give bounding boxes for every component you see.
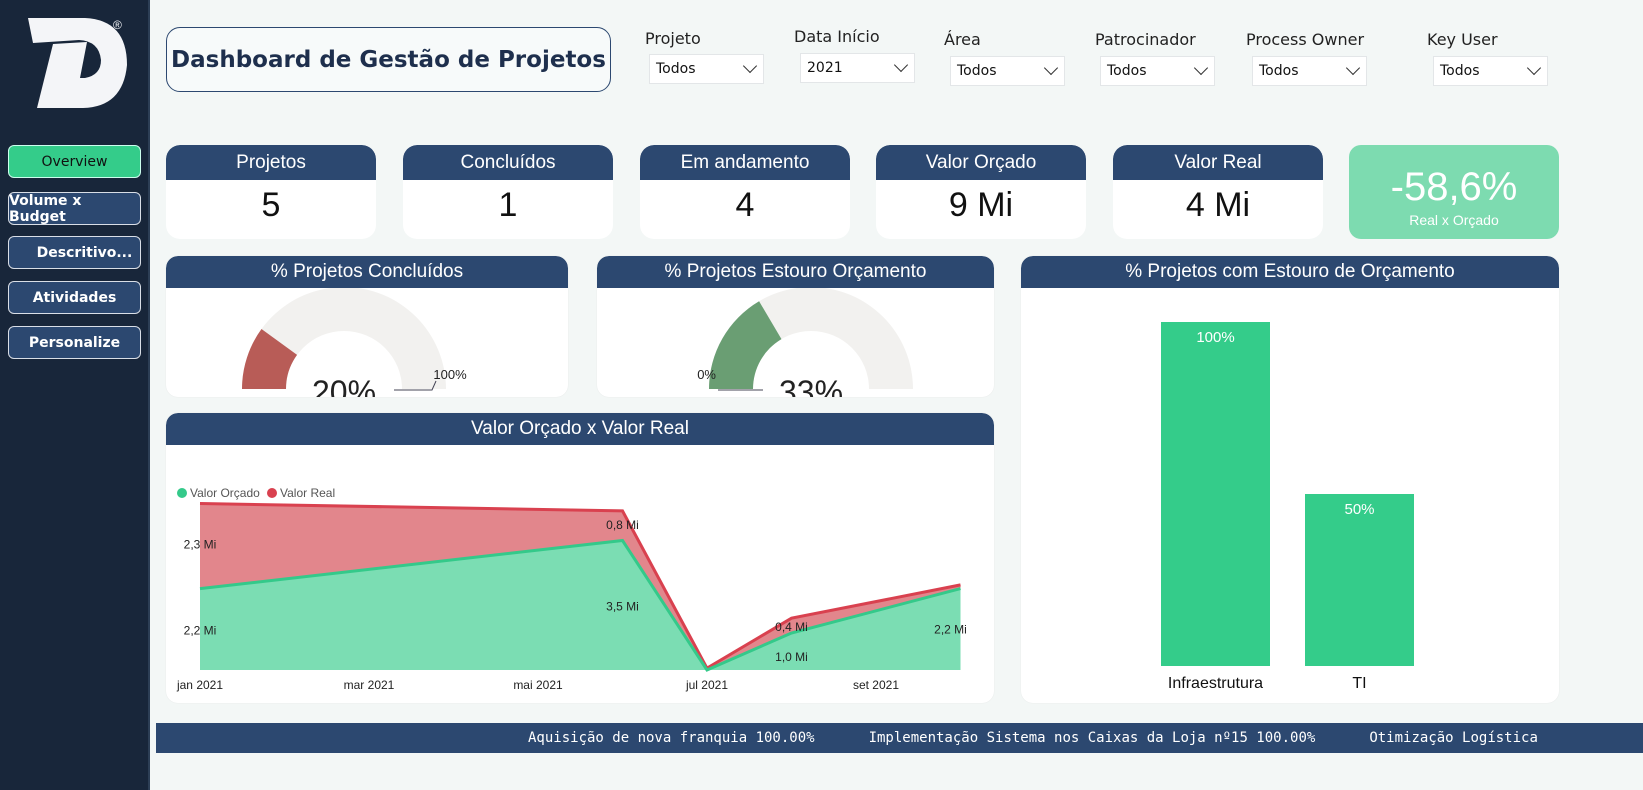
filter-label: Patrocinador bbox=[1095, 30, 1196, 49]
gauge-value: 20% bbox=[312, 374, 376, 397]
area-chart: Valor Orçado Valor Real 2,2 Mi 3,5 Mi 1,0 Mi… bbox=[176, 486, 967, 692]
x-tick-label: mar 2021 bbox=[344, 678, 395, 692]
logo: ® bbox=[28, 18, 127, 108]
ticker: Aquisição de nova franquia 100.00% Imple… bbox=[156, 723, 1643, 753]
kpi-label: Valor Orçado bbox=[876, 145, 1086, 180]
filter-dropdown[interactable]: Todos bbox=[1100, 56, 1215, 86]
filter-value: Todos bbox=[1107, 63, 1147, 79]
gauge-concluidos: 20% 100% bbox=[242, 287, 467, 397]
category-label: Infraestrutura bbox=[1168, 675, 1263, 692]
gauge-track bbox=[242, 287, 446, 389]
gauge-fill bbox=[709, 301, 782, 389]
data-label: 0,4 Mi bbox=[775, 620, 808, 634]
gauge-value: 33% bbox=[779, 374, 843, 397]
chevron-down-icon bbox=[893, 57, 909, 73]
card-title: Valor Orçado x Valor Real bbox=[166, 413, 994, 445]
filter-dropdown[interactable]: Todos bbox=[649, 54, 764, 84]
data-label: 0,8 Mi bbox=[606, 518, 639, 532]
variance-value: -58,6% bbox=[1390, 165, 1518, 209]
data-label: 3,5 Mi bbox=[606, 600, 639, 614]
nav-descritivo[interactable]: Descritivo... bbox=[8, 236, 141, 269]
kpi-value: 4 Mi bbox=[1185, 186, 1251, 224]
kpi-label: Concluídos bbox=[403, 145, 613, 180]
filter-value: Todos bbox=[656, 61, 696, 77]
data-label: 2,2 Mi bbox=[184, 624, 217, 638]
filter-value: Todos bbox=[1440, 63, 1480, 79]
nav-atividades[interactable]: Atividades bbox=[8, 281, 141, 314]
variance-card: -58,6% Real x Orçado bbox=[1349, 145, 1559, 239]
kpi-label: Projetos bbox=[166, 145, 376, 180]
ticker-item: Implementação Sistema nos Caixas da Loja… bbox=[868, 730, 1316, 746]
gauge-min-label: 0% bbox=[697, 367, 716, 382]
x-tick-label: set 2021 bbox=[853, 678, 899, 692]
bar-label: 50% bbox=[1344, 501, 1374, 518]
kpi-value: 5 bbox=[261, 186, 281, 224]
card-title: % Projetos com Estouro de Orçamento bbox=[1021, 256, 1559, 288]
kpi-concluidos: Concluídos 1 bbox=[403, 145, 613, 239]
chevron-down-icon bbox=[1526, 60, 1542, 76]
filter-dropdown[interactable]: Todos bbox=[950, 56, 1065, 86]
gauge-fill bbox=[242, 329, 298, 389]
x-tick-label: jan 2021 bbox=[176, 678, 223, 692]
chevron-down-icon bbox=[1043, 60, 1059, 76]
gauge-estouro: 33% 0% bbox=[697, 287, 913, 397]
bar bbox=[1161, 322, 1270, 666]
card-title: % Projetos Estouro Orçamento bbox=[597, 256, 994, 288]
x-tick-label: jul 2021 bbox=[685, 678, 728, 692]
gauge-max-marker bbox=[394, 380, 437, 391]
filter-label: Projeto bbox=[645, 29, 701, 48]
kpi-value: 4 bbox=[735, 186, 755, 224]
bar-label: 100% bbox=[1196, 329, 1234, 346]
filter-dropdown[interactable]: Todos bbox=[1433, 56, 1548, 86]
kpi-label: Em andamento bbox=[640, 145, 850, 180]
bar-chart-card: % Projetos com Estouro de Orçamento 100%… bbox=[1021, 256, 1559, 703]
legend-dot bbox=[177, 488, 187, 498]
legend-dot bbox=[267, 488, 277, 498]
sidebar: ® Overview Volume x Budget Descritivo...… bbox=[0, 0, 150, 790]
filter-value: 2021 bbox=[807, 60, 843, 76]
gauge-concluidos-card: % Projetos Concluídos 20% 100% bbox=[166, 256, 568, 397]
data-label: 2,3 Mi bbox=[184, 538, 217, 552]
filter-label: Data Início bbox=[794, 27, 880, 46]
legend-label: Valor Orçado bbox=[190, 486, 260, 500]
nav-volume-budget[interactable]: Volume x Budget bbox=[8, 192, 141, 225]
category-label: TI bbox=[1352, 675, 1366, 692]
area-valor-orcado bbox=[200, 540, 961, 670]
svg-text:®: ® bbox=[113, 18, 122, 32]
kpi-em-andamento: Em andamento 4 bbox=[640, 145, 850, 239]
filter-dropdown[interactable]: Todos bbox=[1252, 56, 1367, 86]
filter-value: Todos bbox=[1259, 63, 1299, 79]
chevron-down-icon bbox=[1193, 60, 1209, 76]
kpi-valor-orcado: Valor Orçado 9 Mi bbox=[876, 145, 1086, 239]
filter-label: Process Owner bbox=[1246, 30, 1365, 49]
ticker-item: Aquisição de nova franquia 100.00% bbox=[528, 730, 815, 746]
bar-chart: 100% Infraestrutura 50% TI bbox=[1161, 322, 1414, 692]
filter-label: Key User bbox=[1427, 30, 1498, 49]
nav-personalize[interactable]: Personalize bbox=[8, 326, 141, 359]
chevron-down-icon bbox=[1345, 60, 1361, 76]
kpi-value: 1 bbox=[498, 186, 518, 224]
nav-overview[interactable]: Overview bbox=[8, 145, 141, 178]
chevron-down-icon bbox=[742, 58, 758, 74]
area-chart-card: Valor Orçado x Valor Real Valor Orçado Va… bbox=[166, 413, 994, 703]
filter-dropdown[interactable]: 2021 bbox=[800, 53, 915, 83]
x-tick-label: mai 2021 bbox=[513, 678, 563, 692]
bar bbox=[1305, 494, 1414, 666]
data-label: 1,0 Mi bbox=[775, 650, 808, 664]
gauge-estouro-card: % Projetos Estouro Orçamento 33% 0% bbox=[597, 256, 994, 397]
kpi-projetos: Projetos 5 bbox=[166, 145, 376, 239]
variance-label: Real x Orçado bbox=[1409, 212, 1499, 228]
page-title: Dashboard de Gestão de Projetos bbox=[166, 27, 611, 92]
ticker-item: Otimização Logística bbox=[1369, 730, 1538, 746]
kpi-label: Valor Real bbox=[1113, 145, 1323, 180]
legend-label: Valor Real bbox=[280, 486, 335, 500]
gauge-max-label: 100% bbox=[433, 367, 467, 382]
card-title: % Projetos Concluídos bbox=[166, 256, 568, 288]
filter-value: Todos bbox=[957, 63, 997, 79]
kpi-value: 9 Mi bbox=[948, 186, 1014, 224]
kpi-valor-real: Valor Real 4 Mi bbox=[1113, 145, 1323, 239]
filter-label: Área bbox=[944, 30, 981, 49]
line-valor-orcado bbox=[199, 538, 961, 672]
data-label: 2,2 Mi bbox=[934, 623, 967, 637]
